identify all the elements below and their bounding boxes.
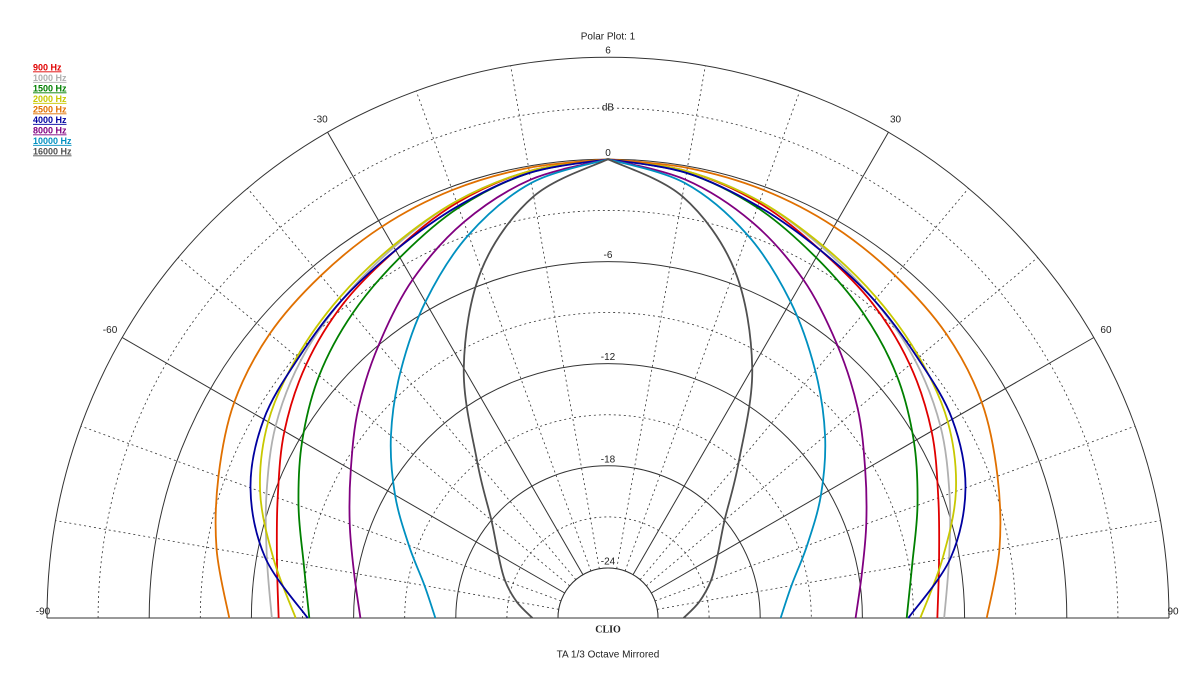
grid-circle	[148, 158, 1068, 619]
polar-curve	[275, 158, 609, 619]
legend-entry: 2000 Hz	[33, 94, 67, 104]
r-tick-label: 0	[605, 148, 611, 159]
minor-grid-radial	[415, 90, 592, 572]
minor-grid-radial	[55, 520, 559, 610]
r-tick-label: 6	[605, 46, 611, 57]
polar-curve	[607, 158, 827, 619]
theta-tick-label: -60	[103, 325, 118, 336]
theta-tick-label: -90	[36, 607, 51, 618]
footer: TA 1/3 Octave Mirrored	[557, 650, 660, 661]
polar-curve	[297, 158, 609, 619]
polar-curve	[348, 158, 609, 619]
polar-curve	[264, 158, 609, 619]
legend-entry: 4000 Hz	[33, 115, 67, 125]
polar-curve	[462, 158, 609, 619]
minor-grid-radial	[177, 257, 570, 587]
minor-grid-circle	[97, 107, 1119, 619]
legend-entry: 10000 Hz	[33, 136, 72, 146]
polar-curve	[249, 158, 609, 619]
minor-grid-radial	[624, 90, 801, 572]
grid-radial	[651, 337, 1095, 594]
r-tick-label: -18	[601, 454, 616, 465]
polar-curve	[607, 158, 1002, 619]
polar-curve	[389, 158, 609, 619]
r-tick-label: -12	[601, 352, 616, 363]
minor-grid-circle	[302, 312, 914, 619]
legend-entry: 2500 Hz	[33, 104, 67, 114]
legend-entry: 1500 Hz	[33, 83, 67, 93]
grid-radial	[327, 131, 584, 575]
grid-circle	[455, 465, 761, 619]
grid	[46, 56, 1170, 619]
minor-grid-radial	[510, 65, 600, 569]
theta-tick-label: 60	[1100, 325, 1112, 336]
chart-title: Polar Plot: 1	[581, 32, 636, 43]
legend-entry: 1000 Hz	[33, 73, 67, 83]
grid-circle	[353, 363, 863, 619]
r-tick-label: -6	[604, 250, 613, 261]
minor-grid-radial	[639, 187, 969, 580]
minor-grid-radial	[654, 425, 1136, 602]
minor-grid-circle	[199, 209, 1017, 619]
legend-entry: 900 Hz	[33, 62, 62, 72]
polar-curve	[607, 158, 957, 619]
logo: CLIO	[595, 624, 621, 635]
grid-circle	[250, 260, 966, 619]
legend-entry: 8000 Hz	[33, 125, 67, 135]
polar-curve	[259, 158, 609, 619]
inner-disc	[557, 567, 659, 619]
r-tick-label: -24	[601, 557, 616, 568]
minor-grid-radial	[247, 187, 577, 580]
polar-curve	[607, 158, 754, 619]
polar-curve	[607, 158, 941, 619]
theta-tick-label: 90	[1167, 607, 1179, 618]
theta-tick-label: -30	[313, 115, 328, 126]
grid-radial	[632, 131, 889, 575]
theta-tick-label: 30	[890, 115, 902, 126]
minor-grid-radial	[657, 520, 1161, 610]
polar-curve	[607, 158, 919, 619]
polar-curve	[607, 158, 868, 619]
polar-curve	[607, 158, 967, 619]
minor-grid-radial	[646, 257, 1039, 587]
polar-curve	[214, 158, 609, 619]
legend-entry: 16000 Hz	[33, 146, 72, 156]
r-unit: dB	[602, 103, 615, 114]
polar-curve	[607, 158, 952, 619]
grid-radial	[121, 337, 565, 594]
minor-grid-radial	[616, 65, 706, 569]
grid-circle	[46, 56, 1170, 619]
minor-grid-radial	[80, 425, 562, 602]
